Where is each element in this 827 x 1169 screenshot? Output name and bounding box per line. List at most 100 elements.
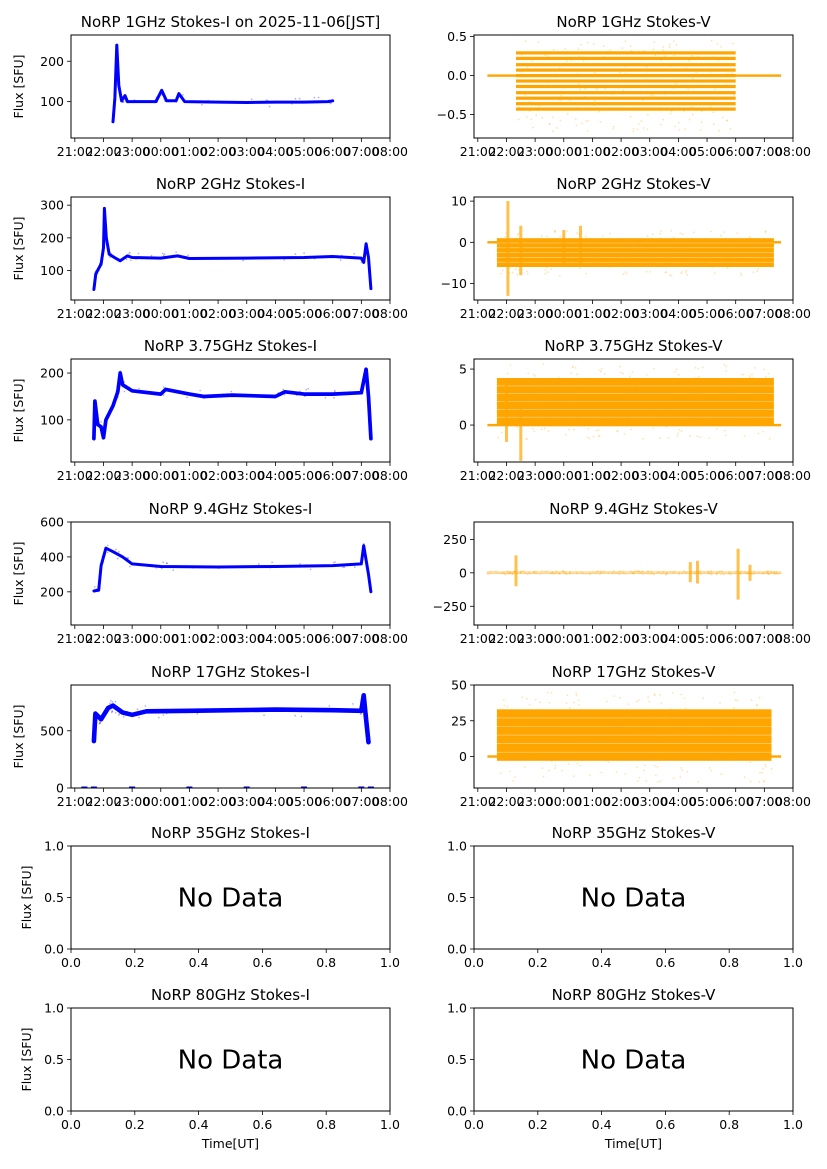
data-point (681, 263, 684, 265)
spike (505, 380, 508, 442)
data-point (657, 418, 660, 421)
data-point (531, 59, 534, 62)
data-point (587, 427, 590, 430)
chart-375ghz-v: NoRP 3.75GHz Stokes-V21:0022:0023:0000:0… (459, 337, 811, 483)
data-point (674, 736, 676, 739)
data-point (555, 570, 558, 573)
data-point (697, 756, 699, 759)
data-point (567, 387, 569, 390)
data-point (286, 100, 289, 103)
data-point (775, 571, 778, 573)
data-point (159, 90, 161, 93)
plot-area (486, 548, 782, 600)
data-point (749, 376, 751, 379)
data-point (517, 740, 520, 743)
level-band (516, 84, 736, 89)
data-point (679, 247, 681, 250)
data-point (728, 245, 731, 247)
data-point (582, 56, 584, 58)
data-point (697, 781, 700, 783)
data-point (589, 732, 592, 735)
y-tick-label: 0.0 (447, 1104, 467, 1119)
data-point (553, 69, 555, 72)
data-point (663, 411, 665, 414)
data-point (161, 567, 163, 570)
x-tick-label: 23:00 (517, 468, 553, 483)
data-point (653, 85, 656, 88)
data-point (558, 376, 560, 379)
data-point (504, 734, 507, 737)
data-point (497, 437, 499, 439)
data-point (501, 743, 504, 745)
data-point (725, 365, 728, 368)
data-point (528, 101, 531, 103)
data-point (364, 553, 367, 555)
data-point (670, 408, 673, 411)
x-tick-label: 22:00 (85, 144, 121, 159)
data-point (756, 261, 759, 264)
data-point (368, 406, 371, 408)
data-point (709, 106, 712, 108)
x-tick-label: 0.8 (719, 1117, 739, 1132)
data-point (546, 81, 549, 84)
x-tick-label: 0.8 (719, 955, 739, 970)
data-point (303, 252, 305, 254)
data-point (619, 68, 622, 70)
y-tick-label: 0.5 (447, 1052, 467, 1067)
data-point (681, 572, 684, 575)
data-point (504, 235, 506, 238)
data-point (668, 73, 671, 76)
data-point (550, 388, 553, 391)
data-point (128, 712, 130, 715)
data-point (548, 245, 551, 248)
data-point (588, 437, 591, 440)
data-point (545, 255, 548, 258)
data-point (657, 781, 659, 783)
data-point (744, 738, 747, 741)
data-point (558, 573, 561, 576)
data-point (528, 381, 530, 384)
data-point (203, 397, 205, 399)
data-point (593, 71, 596, 74)
data-point (574, 107, 577, 110)
data-point (652, 427, 655, 430)
data-point (559, 244, 562, 247)
data-point (521, 720, 523, 722)
data-point (305, 564, 307, 566)
data-point (539, 701, 541, 704)
x-tick-label: 06:00 (718, 306, 754, 321)
data-point (528, 703, 531, 706)
data-point (755, 379, 758, 382)
data-point (728, 749, 731, 752)
data-point (565, 573, 568, 576)
data-point (592, 43, 595, 45)
data-point (622, 273, 625, 276)
data-point (95, 588, 98, 590)
data-point (521, 714, 524, 716)
data-point (702, 366, 704, 369)
data-point (533, 571, 536, 574)
data-point (599, 571, 602, 574)
zero-mark (90, 786, 97, 788)
data-point (627, 416, 630, 418)
data-point (619, 71, 621, 74)
data-point (310, 709, 312, 711)
data-point (540, 234, 543, 237)
data-point (776, 573, 779, 576)
data-point (101, 433, 104, 435)
data-point (138, 387, 140, 390)
data-point (718, 570, 721, 573)
data-point (644, 79, 647, 81)
data-point (589, 572, 592, 575)
data-point (723, 363, 726, 366)
data-point (612, 570, 615, 573)
data-point (577, 48, 580, 51)
data-point (546, 55, 549, 57)
data-point (750, 699, 753, 702)
data-point (728, 572, 730, 574)
data-point (605, 721, 608, 724)
data-point (170, 566, 172, 568)
data-point (307, 387, 310, 390)
data-point (749, 761, 752, 764)
data-point (681, 51, 684, 54)
